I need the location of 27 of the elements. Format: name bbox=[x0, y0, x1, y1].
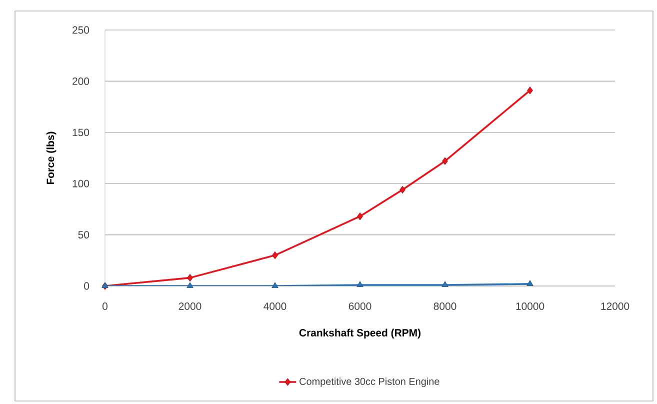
y-tick-label: 50 bbox=[78, 231, 90, 239]
point bbox=[400, 186, 406, 194]
x-tick-label: 2000 bbox=[178, 302, 202, 310]
point bbox=[527, 86, 533, 94]
x-tick-label: 4000 bbox=[264, 302, 286, 310]
y-tick-label: 100 bbox=[72, 180, 90, 188]
legend-label: Competitive 30cc Piston Engine bbox=[300, 378, 440, 387]
x-tick-label: 10000 bbox=[516, 302, 544, 310]
x-tick-label: 8000 bbox=[434, 302, 456, 310]
y-tick-label: 250 bbox=[72, 26, 90, 34]
y-tick-label: 200 bbox=[72, 78, 90, 85]
point bbox=[186, 282, 194, 288]
point bbox=[272, 251, 278, 260]
point bbox=[272, 282, 278, 288]
x-tick-label: 12000 bbox=[601, 302, 630, 310]
point bbox=[442, 157, 448, 165]
x-tick-label: 0 bbox=[102, 302, 108, 310]
x-axis-title: Crankshaft Speed (RPM) bbox=[299, 328, 420, 339]
y-tick-label: 150 bbox=[72, 128, 90, 136]
point bbox=[187, 274, 193, 282]
point bbox=[356, 281, 364, 288]
y-tick-label: 0 bbox=[84, 282, 90, 290]
x-tick-label: 6000 bbox=[348, 302, 372, 310]
point bbox=[442, 281, 448, 288]
point bbox=[357, 212, 363, 220]
y-axis-title: Force (lbs) bbox=[46, 132, 56, 184]
point bbox=[526, 280, 534, 286]
